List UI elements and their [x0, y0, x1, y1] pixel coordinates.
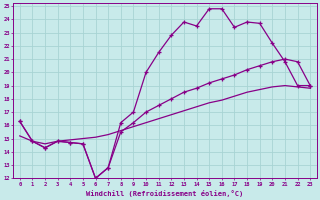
X-axis label: Windchill (Refroidissement éolien,°C): Windchill (Refroidissement éolien,°C)	[86, 190, 244, 197]
